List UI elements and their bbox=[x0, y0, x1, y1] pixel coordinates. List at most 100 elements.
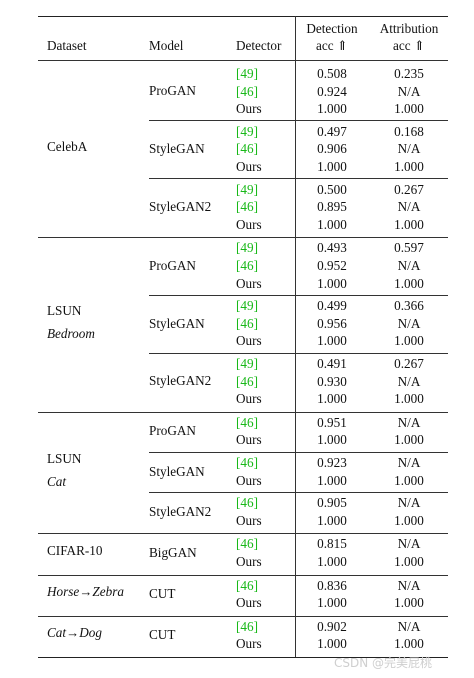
header-attribution-line2: acc ⇑ bbox=[393, 38, 425, 53]
detection-acc-cell: 1.000 bbox=[317, 333, 347, 349]
detection-acc-cell: 0.956 bbox=[317, 315, 347, 331]
dataset-cell: CelebA bbox=[47, 139, 88, 155]
detection-acc-cell: 1.000 bbox=[317, 432, 347, 448]
detector-cell: [46] bbox=[236, 455, 258, 470]
attribution-acc-cell: N/A bbox=[397, 455, 421, 470]
attribution-acc-cell: N/A bbox=[397, 495, 421, 511]
watermark: CSDN @完美屁桃 bbox=[334, 656, 433, 670]
model-rule bbox=[149, 451, 448, 453]
model-rule bbox=[149, 294, 448, 296]
detector-cell: Ours bbox=[236, 216, 262, 232]
detector-cell: Ours bbox=[236, 101, 262, 117]
attribution-acc-cell: 1.000 bbox=[394, 432, 424, 448]
detector-cell: Ours bbox=[236, 472, 262, 488]
model-cell: CUT bbox=[149, 586, 176, 602]
detection-acc-cell: 0.924 bbox=[317, 83, 347, 99]
model-cell: StyleGAN bbox=[149, 315, 205, 331]
detection-acc-cell: 0.500 bbox=[317, 181, 347, 197]
attribution-acc-cell: 0.235 bbox=[394, 66, 424, 81]
header-detection-line1: Detection bbox=[306, 21, 358, 36]
attribution-acc-cell: 1.000 bbox=[394, 333, 424, 349]
detector-cell: [46] bbox=[236, 495, 258, 511]
attribution-acc-cell: 1.000 bbox=[394, 275, 424, 291]
dataset-cell: CIFAR-10 bbox=[47, 543, 103, 558]
dataset-cell: LSUN bbox=[47, 302, 82, 318]
detector-cell: [46] bbox=[236, 373, 258, 389]
detection-acc-cell: 1.000 bbox=[317, 159, 347, 174]
detection-acc-cell: 0.499 bbox=[317, 298, 347, 314]
detector-cell: [46] bbox=[236, 83, 258, 99]
detector-cell: Ours bbox=[236, 391, 262, 407]
detection-acc-cell: 0.508 bbox=[317, 66, 347, 81]
attribution-acc-cell: N/A bbox=[397, 315, 421, 331]
top-rule bbox=[38, 16, 448, 17]
attribution-acc-cell: 1.000 bbox=[394, 554, 424, 569]
detection-acc-cell: 0.923 bbox=[317, 455, 347, 470]
attribution-acc-cell: 1.000 bbox=[394, 595, 424, 611]
detector-cell: Ours bbox=[236, 512, 262, 528]
attribution-acc-cell: 0.267 bbox=[394, 356, 424, 371]
attribution-acc-cell: 1.000 bbox=[394, 512, 424, 528]
detection-acc-cell: 0.497 bbox=[317, 123, 347, 139]
detection-acc-cell: 0.815 bbox=[317, 536, 347, 552]
detector-cell: [49] bbox=[236, 298, 258, 314]
detection-acc-cell: 0.952 bbox=[317, 258, 347, 273]
detector-cell: [46] bbox=[236, 258, 258, 273]
detection-acc-cell: 1.000 bbox=[317, 391, 347, 407]
header-rule bbox=[38, 60, 448, 61]
detector-cell: [46] bbox=[236, 536, 258, 552]
attribution-acc-cell: 0.267 bbox=[394, 181, 424, 197]
detection-acc-cell: 1.000 bbox=[317, 636, 347, 652]
detection-acc-cell: 0.493 bbox=[317, 240, 347, 256]
attribution-acc-cell: 1.000 bbox=[394, 636, 424, 652]
attribution-acc-cell: 0.168 bbox=[394, 123, 424, 139]
detection-acc-cell: 1.000 bbox=[317, 101, 347, 117]
model-rule bbox=[149, 120, 448, 122]
detector-cell: Ours bbox=[236, 432, 262, 448]
model-cell: StyleGAN2 bbox=[149, 503, 212, 519]
detection-acc-cell: 1.000 bbox=[317, 595, 347, 611]
group-rule bbox=[38, 615, 448, 617]
detection-acc-cell: 0.895 bbox=[317, 199, 347, 215]
model-rule bbox=[149, 491, 448, 493]
model-cell: StyleGAN bbox=[149, 463, 205, 479]
detector-cell: Ours bbox=[236, 275, 262, 291]
group-rule bbox=[38, 411, 448, 413]
attribution-acc-cell: 1.000 bbox=[394, 216, 424, 232]
detector-cell: [46] bbox=[236, 315, 258, 331]
detector-cell: [46] bbox=[236, 199, 258, 215]
detection-acc-cell: 1.000 bbox=[317, 275, 347, 291]
group-rule bbox=[38, 574, 448, 576]
detector-cell: [49] bbox=[236, 240, 258, 256]
dataset-cell: Horse→Zebra bbox=[47, 584, 124, 600]
attribution-acc-cell: 1.000 bbox=[394, 391, 424, 407]
detector-cell: Ours bbox=[236, 636, 262, 652]
model-cell: StyleGAN2 bbox=[149, 373, 212, 389]
model-cell: ProGAN bbox=[149, 257, 196, 273]
detection-acc-cell: 0.906 bbox=[317, 141, 347, 157]
detection-acc-cell: 0.951 bbox=[317, 414, 347, 430]
detector-cell: [49] bbox=[236, 356, 258, 371]
detector-cell: [49] bbox=[236, 123, 258, 139]
detection-acc-cell: 1.000 bbox=[317, 472, 347, 488]
attribution-acc-cell: 1.000 bbox=[394, 159, 424, 174]
detector-cell: [46] bbox=[236, 577, 258, 593]
model-rule bbox=[149, 178, 448, 180]
attribution-acc-cell: 0.366 bbox=[394, 298, 424, 314]
model-cell: BigGAN bbox=[149, 545, 197, 560]
attribution-acc-cell: N/A bbox=[397, 373, 421, 389]
attribution-acc-cell: N/A bbox=[397, 141, 421, 157]
detector-cell: Ours bbox=[236, 159, 262, 174]
attribution-acc-cell: N/A bbox=[397, 83, 421, 99]
detector-cell: Ours bbox=[236, 595, 262, 611]
model-cell: StyleGAN bbox=[149, 141, 205, 157]
detection-acc-cell: 0.902 bbox=[317, 618, 347, 634]
dataset-cell: LSUN bbox=[47, 450, 82, 466]
header-detector: Detector bbox=[236, 38, 282, 53]
attribution-acc-cell: N/A bbox=[397, 414, 421, 430]
attribution-acc-cell: N/A bbox=[397, 258, 421, 273]
model-cell: ProGAN bbox=[149, 83, 196, 99]
dataset-cell: Cat bbox=[47, 473, 67, 489]
model-cell: CUT bbox=[149, 627, 176, 643]
